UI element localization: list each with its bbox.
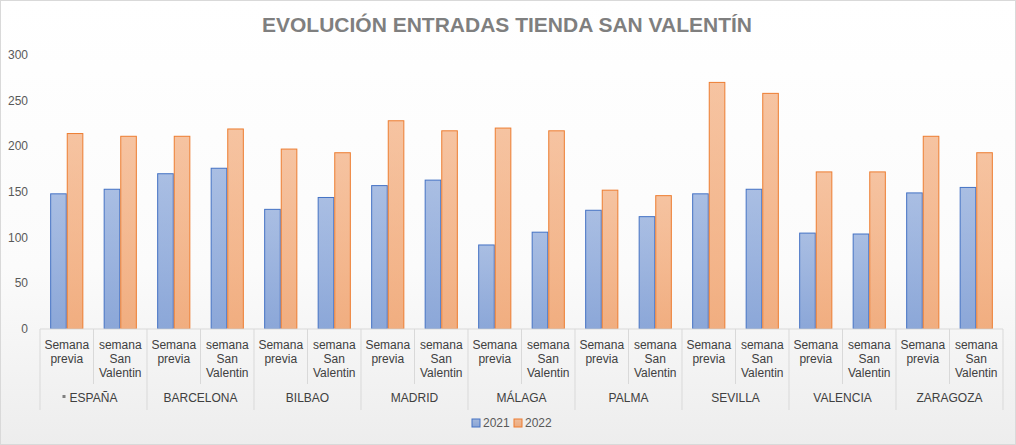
bar xyxy=(816,172,832,329)
background xyxy=(1,1,1016,445)
bar xyxy=(281,149,297,329)
category-label: Semanaprevia xyxy=(472,338,517,366)
title: EVOLUCIÓN ENTRADAS TIENDA SAN VALENTÍN xyxy=(262,13,752,36)
bar xyxy=(174,136,190,329)
bar xyxy=(639,217,655,329)
chart: EVOLUCIÓN ENTRADAS TIENDA SAN VALENTÍN 0 5… xyxy=(0,0,1016,445)
group-label: MADRID xyxy=(391,391,439,405)
bar xyxy=(549,131,565,329)
bar xyxy=(479,245,495,329)
category-label: Semanaprevia xyxy=(900,338,945,366)
legend-label: 2021 xyxy=(483,416,510,430)
bar xyxy=(960,187,976,329)
separator xyxy=(628,329,629,384)
legend-swatch xyxy=(472,419,480,427)
bar xyxy=(265,209,281,329)
legend-label: 2022 xyxy=(525,416,552,430)
category-label: Semanaprevia xyxy=(365,338,410,366)
bar xyxy=(586,210,602,329)
bar xyxy=(425,180,441,329)
separator xyxy=(1003,329,1004,410)
separator xyxy=(468,329,469,410)
group-label: ESPAÑA xyxy=(70,391,118,405)
separator xyxy=(93,329,94,384)
group-label: SEVILLA xyxy=(711,391,760,405)
separator xyxy=(575,329,576,410)
bar xyxy=(158,174,174,329)
bar xyxy=(442,131,458,329)
bar xyxy=(121,136,137,329)
bar xyxy=(656,196,672,329)
separator xyxy=(200,329,201,384)
bar xyxy=(870,172,886,329)
bars xyxy=(51,82,993,329)
category-label: semanaSanValentin xyxy=(955,338,998,380)
bar xyxy=(853,234,869,329)
separator xyxy=(896,329,897,410)
category-label: semanaSanValentin xyxy=(527,338,570,380)
category-label: semanaSanValentin xyxy=(848,338,891,380)
group-label: ZARAGOZA xyxy=(916,391,982,405)
y-tick-label: 0 xyxy=(21,322,28,336)
category-label: Semanaprevia xyxy=(793,338,838,366)
category-label: semanaSanValentin xyxy=(99,338,142,380)
separator xyxy=(307,329,308,384)
separator xyxy=(949,329,950,384)
bar xyxy=(211,168,227,329)
bar xyxy=(746,189,762,329)
category-label: Semanaprevia xyxy=(686,338,731,366)
separator xyxy=(735,329,736,384)
separator xyxy=(789,329,790,410)
category-label: semanaSanValentin xyxy=(420,338,463,380)
bar xyxy=(923,136,939,329)
separator xyxy=(361,329,362,410)
group-label: MÁLAGA xyxy=(496,390,546,405)
category-label: semanaSanValentin xyxy=(634,338,677,380)
bar xyxy=(104,189,120,329)
bar xyxy=(532,232,548,329)
bar xyxy=(709,82,725,329)
bar xyxy=(228,129,244,329)
bar xyxy=(800,233,816,329)
group-label: VALENCIA xyxy=(813,391,871,405)
category-label: semanaSanValentin xyxy=(313,338,356,380)
category-label: semanaSanValentin xyxy=(206,338,249,380)
y-tick-label: 150 xyxy=(8,185,28,199)
bar xyxy=(602,190,618,329)
group-icon xyxy=(63,395,66,398)
legend-swatch xyxy=(514,419,522,427)
bar xyxy=(907,193,923,329)
separator xyxy=(254,329,255,410)
y-tick-label: 100 xyxy=(8,231,28,245)
category-label: Semanaprevia xyxy=(258,338,303,366)
bar xyxy=(51,194,67,329)
group-label: PALMA xyxy=(609,391,649,405)
group-label: BARCELONA xyxy=(163,391,237,405)
y-tick-label: 250 xyxy=(8,94,28,108)
y-tick-label: 200 xyxy=(8,139,28,153)
separator xyxy=(521,329,522,384)
bar xyxy=(372,186,388,329)
separator xyxy=(842,329,843,384)
separator xyxy=(40,329,41,410)
category-label: Semanaprevia xyxy=(151,338,196,366)
bar xyxy=(318,197,334,329)
bar xyxy=(335,153,351,329)
category-label: Semanaprevia xyxy=(44,338,89,366)
separator xyxy=(682,329,683,410)
bar xyxy=(388,121,404,329)
bar xyxy=(977,153,993,329)
bar xyxy=(693,194,709,329)
bar xyxy=(763,93,779,329)
y-tick-label: 50 xyxy=(15,276,29,290)
category-label: semanaSanValentin xyxy=(741,338,784,380)
bar xyxy=(67,134,83,329)
group-label: BILBAO xyxy=(286,391,329,405)
bar xyxy=(495,128,511,329)
category-label: Semanaprevia xyxy=(579,338,624,366)
separator xyxy=(147,329,148,410)
y-tick-label: 300 xyxy=(8,48,28,62)
separator xyxy=(414,329,415,384)
